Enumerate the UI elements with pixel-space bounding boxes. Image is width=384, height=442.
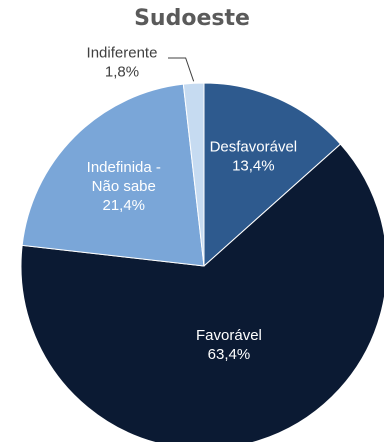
leader-line-indiferente bbox=[168, 57, 195, 82]
slice-value-label-indiferente: 1,8% bbox=[105, 64, 139, 81]
slice-name-label-indefinida-nao-sabe: Não sabe bbox=[92, 178, 156, 195]
chart-title: Sudoeste bbox=[134, 6, 250, 31]
slice-name-label-indiferente: Indiferente bbox=[87, 45, 158, 62]
slice-value-label-desfavoravel: 13,4% bbox=[232, 157, 275, 174]
pie-slice-indefinida-nao-sabe bbox=[21, 83, 205, 267]
slice-name-label-desfavoravel: Desfavorável bbox=[210, 138, 298, 155]
pie-slice-favoravel bbox=[20, 143, 384, 442]
slice-name-label-favoravel: Favorável bbox=[196, 327, 262, 344]
slice-value-label-indefinida-nao-sabe: 21,4% bbox=[102, 197, 145, 214]
pie-slice-indiferente bbox=[182, 82, 205, 267]
slice-name-label-indefinida-nao-sabe: Indefinida - bbox=[87, 159, 161, 176]
slice-value-label-favoravel: 63,4% bbox=[208, 346, 251, 363]
pie-slice-desfavoravel bbox=[203, 82, 342, 268]
